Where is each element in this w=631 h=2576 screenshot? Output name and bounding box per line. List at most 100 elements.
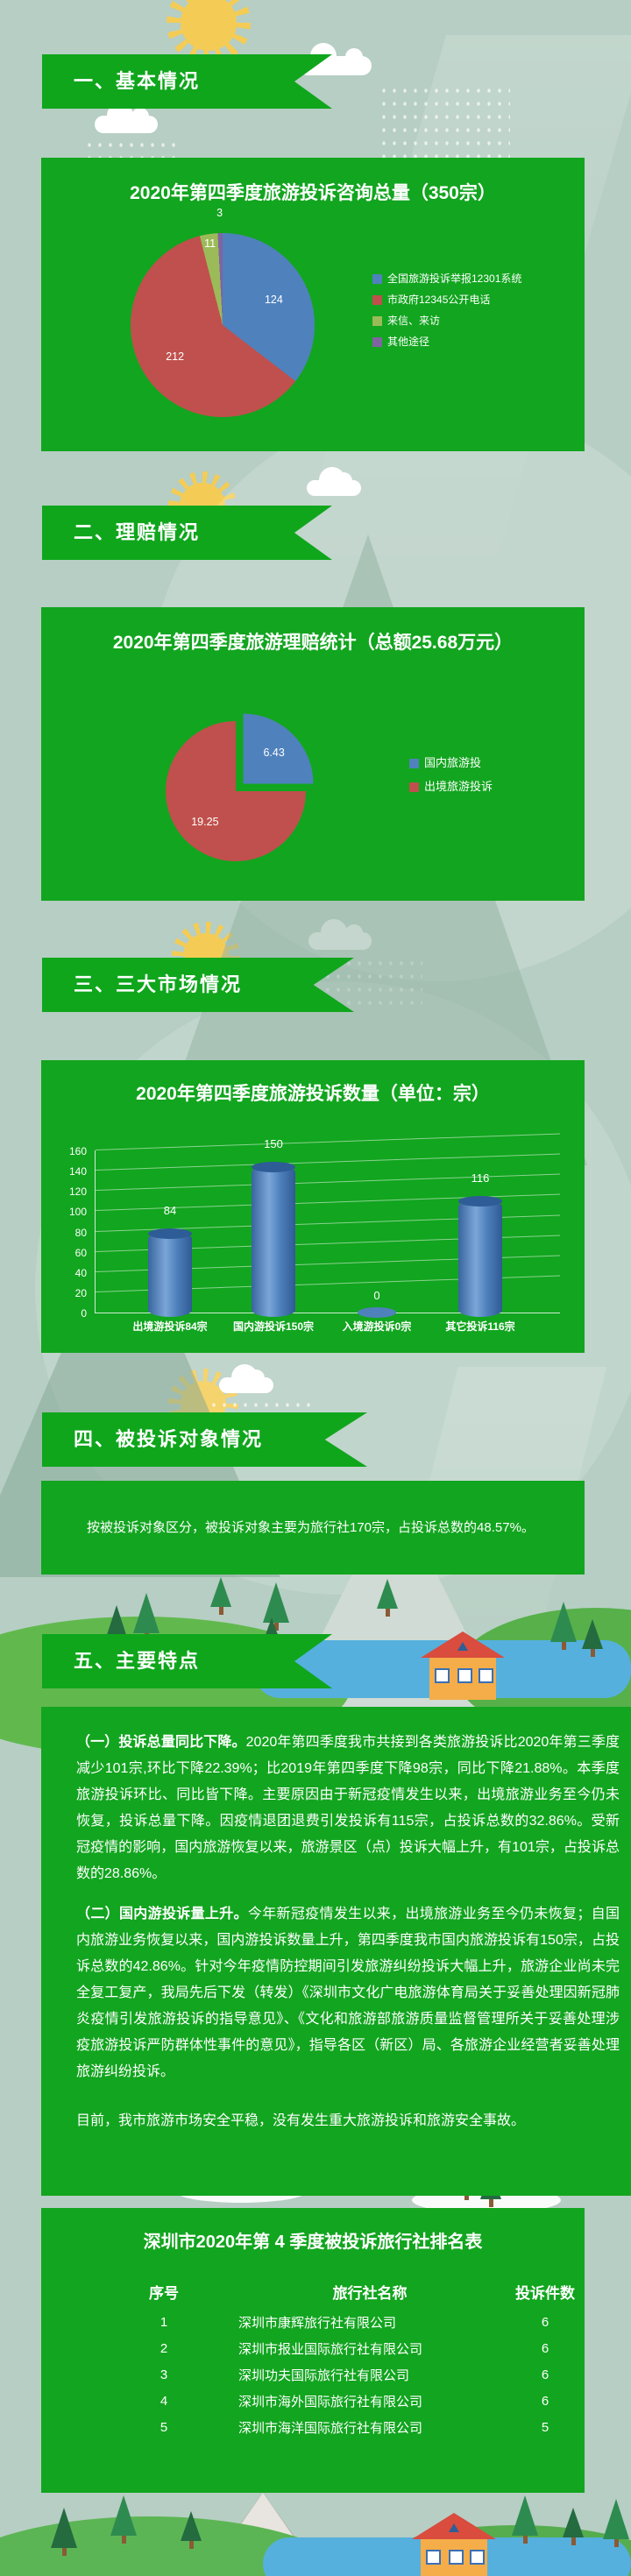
y-tick-label: 40 xyxy=(74,1266,87,1279)
section-banner-2: 二、理赔情况 xyxy=(42,506,332,560)
section-banner-3: 三、三大市场情况 xyxy=(42,958,354,1012)
feature-paragraph-2-body: 今年新冠疫情发生以来，出境旅游业务至今仍未恢复；自国内旅游业务恢复以来，国内游投… xyxy=(76,1907,620,2079)
claims-pie-chart: 6.43 19.25 xyxy=(166,713,314,861)
legend-swatch-icon xyxy=(372,294,382,305)
features-panel: （一）投诉总量同比下降。2020年第四季度我市共接到各类旅游投诉比2020年第三… xyxy=(41,1707,631,2196)
table-row: 5 深圳市海洋国际旅行社有限公司 5 xyxy=(89,2414,549,2440)
tree-icon xyxy=(133,1593,160,1641)
tree-icon xyxy=(563,2508,584,2545)
table-column-header: 旅行社名称 xyxy=(332,2285,408,2302)
section-banner-5: 五、主要特点 xyxy=(42,1634,332,1688)
bar-category-label: 入境游投诉0宗 xyxy=(342,1320,412,1333)
table-column-header: 投诉件数 xyxy=(515,2285,575,2302)
tree-icon xyxy=(110,2495,137,2544)
feature-paragraph-2-lead: （二）国内游投诉量上升。 xyxy=(76,1907,248,1921)
cloud-icon xyxy=(95,103,158,133)
bar-zero-ellipse xyxy=(358,1307,396,1318)
pie-value-label: 3 xyxy=(216,206,223,219)
y-tick-label: 160 xyxy=(68,1145,87,1157)
attic-window-icon xyxy=(449,2523,459,2532)
bar-cylinder xyxy=(148,1228,192,1317)
legend-item: 国内旅游投 xyxy=(409,756,493,769)
bar-cylinder xyxy=(458,1195,502,1317)
table-cell: 3 xyxy=(160,2367,168,2382)
feature-paragraph-2: （二）国内游投诉量上升。今年新冠疫情发生以来，出境旅游业务至今仍未恢复；自国内旅… xyxy=(76,1901,620,2085)
y-tick-label: 20 xyxy=(74,1286,87,1299)
legend-item: 全国旅游投诉举报12301系统 xyxy=(372,273,521,284)
y-tick-label: 120 xyxy=(68,1185,87,1199)
tree-icon xyxy=(210,1577,231,1615)
pie-value-label: 6.43 xyxy=(263,747,285,760)
table-row: 3 深圳功夫国际旅行社有限公司 6 xyxy=(89,2361,549,2388)
bar-cylinder xyxy=(252,1161,295,1317)
legend-label: 全国旅游投诉举报12301系统 xyxy=(387,272,522,285)
house-icon xyxy=(421,1631,505,1700)
feature-paragraph-3: 目前，我市旅游市场安全平稳，没有发生重大旅游投诉和旅游安全事故。 xyxy=(76,2113,526,2128)
table-cell: 2 xyxy=(160,2340,168,2356)
attic-window-icon xyxy=(457,1642,468,1651)
feature-paragraph-1-lead: （一）投诉总量同比下降。 xyxy=(76,1735,246,1750)
tree-icon xyxy=(181,2511,202,2549)
table-body: 1 深圳市康辉旅行社有限公司 6 2 深圳市报业国际旅行社有限公司 6 3 深圳功夫国际旅行社… xyxy=(89,2309,549,2440)
claims-chart-title: 2020年第四季度旅游理赔统计（总额25.68万元） xyxy=(112,633,514,653)
y-tick-label: 60 xyxy=(74,1246,87,1259)
ranking-table-title: 深圳市2020年第 4 季度被投诉旅行社排名表 xyxy=(143,2233,483,2252)
consult-chart-title: 2020年第四季度旅游投诉咨询总量（350宗） xyxy=(130,183,496,203)
pie-value-label: 19.25 xyxy=(191,816,219,829)
legend-item: 市政府12345公开电话 xyxy=(372,294,521,305)
table-cell: 深圳市海外国际旅行社有限公司 xyxy=(238,2394,423,2410)
legend-label: 出境旅游投诉 xyxy=(424,780,493,793)
claims-pie-legend: 国内旅游投出境旅游投诉 xyxy=(409,756,493,805)
window-icon xyxy=(426,2550,441,2565)
object-panel: 按被投诉对象区分，被投诉对象主要为旅行社170宗，占投诉总数的48.57%。 xyxy=(41,1481,585,1575)
bar-value-label: 116 xyxy=(471,1171,490,1185)
ranking-table-panel: 深圳市2020年第 4 季度被投诉旅行社排名表 序号 旅行社名称 投诉件数 1 深圳市… xyxy=(41,2208,585,2493)
consult-pie-chart: 124 212 11 3 xyxy=(131,207,315,417)
y-tick-label: 140 xyxy=(68,1165,87,1178)
legend-label: 来信、来访 xyxy=(387,315,441,327)
market-bar-chart: 84 出境游投诉84宗 150 国内游投诉150宗 0 入境游投诉0宗 116 其它投诉116… xyxy=(95,1133,560,1333)
market-chart-title: 2020年第四季度旅游投诉数量（单位：宗） xyxy=(136,1084,490,1104)
tree-icon xyxy=(512,2495,538,2544)
legend-item: 出境旅游投诉 xyxy=(409,780,493,793)
bar-category-label: 出境游投诉84宗 xyxy=(132,1320,208,1333)
table-cell: 6 xyxy=(541,2367,549,2382)
table-cell: 6 xyxy=(541,2340,549,2356)
tree-icon xyxy=(51,2508,77,2556)
window-icon xyxy=(449,2550,464,2565)
tree-icon xyxy=(377,1579,398,1617)
table-row: 4 深圳市海外国际旅行社有限公司 6 xyxy=(89,2388,549,2414)
claims-panel: 2020年第四季度旅游理赔统计（总额25.68万元） 6.43 19.25 国内旅… xyxy=(41,607,585,901)
y-tick-label: 80 xyxy=(74,1226,87,1239)
table-cell: 6 xyxy=(541,2314,549,2330)
legend-item: 其他途径 xyxy=(372,336,521,347)
window-icon xyxy=(457,1668,472,1683)
feature-paragraph-1: （一）投诉总量同比下降。2020年第四季度我市共接到各类旅游投诉比2020年第三… xyxy=(76,1730,620,1887)
table-cell: 5 xyxy=(541,2419,549,2435)
legend-label: 其他途径 xyxy=(387,336,430,348)
bar-value-label: 84 xyxy=(163,1203,177,1217)
bar-value-label: 150 xyxy=(264,1136,283,1150)
house-icon xyxy=(412,2513,496,2576)
section-banner-1: 一、基本情况 xyxy=(42,54,332,109)
tree-icon xyxy=(603,2499,629,2547)
table-cell: 深圳市康辉旅行社有限公司 xyxy=(238,2315,397,2331)
tree-icon xyxy=(582,1619,603,1657)
feature-paragraph-1-body: 2020年第四季度我市共接到各类旅游投诉比2020年第三季度减少101宗,环比下… xyxy=(76,1735,620,1881)
table-cell: 深圳市海洋国际旅行社有限公司 xyxy=(238,2420,423,2436)
legend-label: 国内旅游投 xyxy=(424,756,482,769)
pie-slice-exploded xyxy=(173,713,314,854)
market-panel: 2020年第四季度旅游投诉数量（单位：宗） 0 20 40 60 80 100 120 140… xyxy=(41,1060,585,1353)
table-row: 1 深圳市康辉旅行社有限公司 6 xyxy=(89,2309,549,2335)
pie-value-label: 212 xyxy=(166,350,185,363)
gridline xyxy=(96,1153,560,1171)
bar-chart-y-axis: 0 20 40 60 80 100 120 140 160 xyxy=(45,1145,87,1320)
table-cell: 深圳市报业国际旅行社有限公司 xyxy=(238,2341,423,2357)
pie-value-label: 124 xyxy=(264,294,283,307)
legend-label: 市政府12345公开电话 xyxy=(387,294,491,306)
legend-swatch-icon xyxy=(409,782,419,792)
legend-swatch-icon xyxy=(409,758,419,768)
tree-icon xyxy=(550,1602,577,1650)
legend-item: 来信、来访 xyxy=(372,315,521,326)
y-tick-label: 0 xyxy=(81,1307,87,1320)
